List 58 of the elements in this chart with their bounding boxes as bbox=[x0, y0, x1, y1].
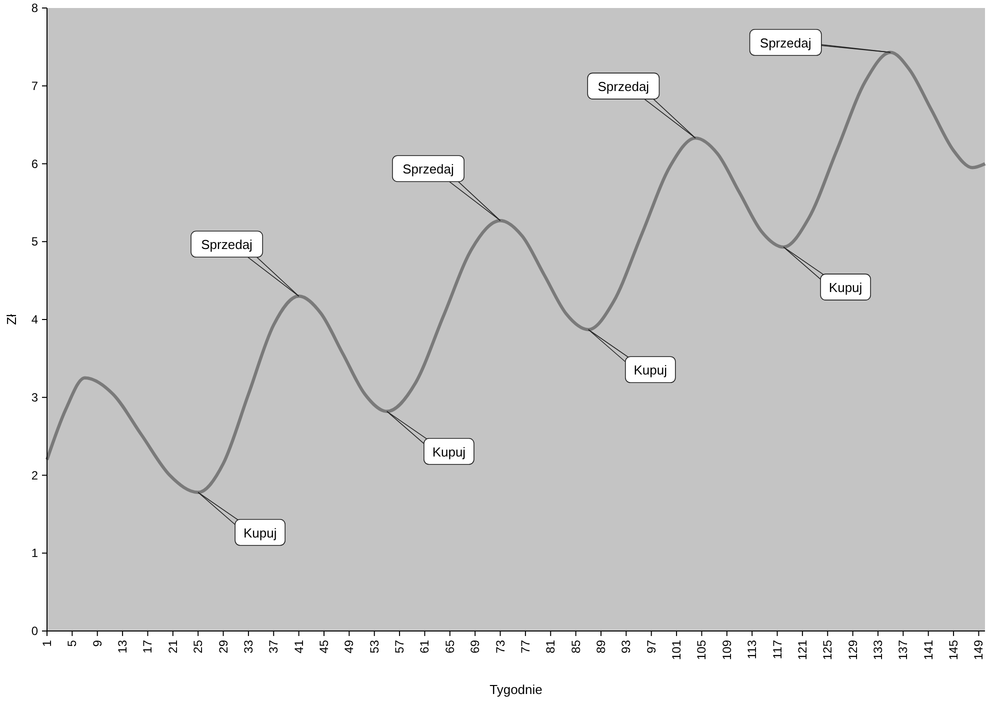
x-tick-label: 105 bbox=[694, 640, 709, 660]
x-tick-label: 109 bbox=[720, 640, 734, 660]
x-tick-label: 77 bbox=[518, 640, 532, 654]
annotation: Kupuj bbox=[828, 280, 862, 296]
y-tick-label: 8 bbox=[31, 1, 38, 15]
x-tick-label: 145 bbox=[946, 640, 961, 660]
x-tick-label: 29 bbox=[216, 640, 230, 654]
annotation: Sprzedaj bbox=[201, 237, 253, 252]
x-tick-label: 41 bbox=[292, 640, 306, 654]
line-series bbox=[45, 50, 987, 494]
x-tick-label: 85 bbox=[568, 640, 583, 654]
annotation: Sprzedaj bbox=[598, 79, 650, 94]
x-tick-label: 113 bbox=[745, 640, 760, 660]
annotation: Kupuj bbox=[432, 444, 466, 460]
x-tick-label: 93 bbox=[619, 640, 634, 654]
annotation: Sprzedaj bbox=[402, 162, 454, 177]
x-tick-label: 73 bbox=[493, 640, 508, 654]
x-tick-label: 125 bbox=[820, 640, 835, 660]
x-tick-label: 57 bbox=[392, 640, 407, 654]
x-tick-label: 13 bbox=[116, 640, 130, 654]
x-tick-label: 9 bbox=[90, 640, 104, 647]
y-axis-title: Zł bbox=[4, 314, 19, 325]
x-tick-label: 49 bbox=[342, 640, 356, 654]
y-tick-label: 2 bbox=[31, 468, 38, 482]
x-tick-label: 81 bbox=[544, 640, 558, 654]
x-tick-label: 53 bbox=[367, 640, 382, 654]
x-tick-label: 21 bbox=[166, 640, 180, 654]
y-tick-label: 4 bbox=[31, 312, 38, 326]
x-tick-label: 129 bbox=[846, 640, 860, 660]
annotation: Kupuj bbox=[634, 362, 668, 378]
x-tick-label: 5 bbox=[65, 640, 80, 647]
x-tick-label: 101 bbox=[670, 640, 684, 660]
x-tick-label: 37 bbox=[266, 640, 281, 654]
x-tick-label: 61 bbox=[418, 640, 432, 654]
x-tick-label: 141 bbox=[921, 640, 936, 660]
x-tick-label: 133 bbox=[870, 640, 885, 660]
x-tick-label: 25 bbox=[191, 640, 206, 654]
x-tick-label: 117 bbox=[770, 640, 784, 660]
y-tick-label: 0 bbox=[31, 624, 38, 638]
x-tick-label: 89 bbox=[594, 640, 608, 654]
x-tick-label: 17 bbox=[140, 640, 155, 654]
y-tick-label: 3 bbox=[31, 390, 38, 404]
y-tick-label: 5 bbox=[31, 234, 38, 249]
x-tick-label: 149 bbox=[972, 640, 986, 660]
x-tick-label: 121 bbox=[795, 640, 810, 660]
y-tick-label: 6 bbox=[31, 156, 38, 171]
x-tick-label: 1 bbox=[40, 640, 54, 647]
x-tick-label: 97 bbox=[644, 640, 658, 654]
x-tick-label: 69 bbox=[468, 640, 482, 654]
annotation: Kupuj bbox=[243, 525, 277, 540]
x-axis-title: Tygodnie bbox=[490, 682, 542, 697]
y-tick-label: 7 bbox=[31, 78, 38, 93]
annotation: Sprzedaj bbox=[760, 35, 812, 50]
y-tick-label: 1 bbox=[31, 546, 38, 560]
x-tick-label: 137 bbox=[896, 640, 910, 660]
x-tick-label: 65 bbox=[442, 640, 457, 654]
x-tick-label: 45 bbox=[316, 640, 331, 654]
x-tick-label: 33 bbox=[241, 640, 256, 654]
